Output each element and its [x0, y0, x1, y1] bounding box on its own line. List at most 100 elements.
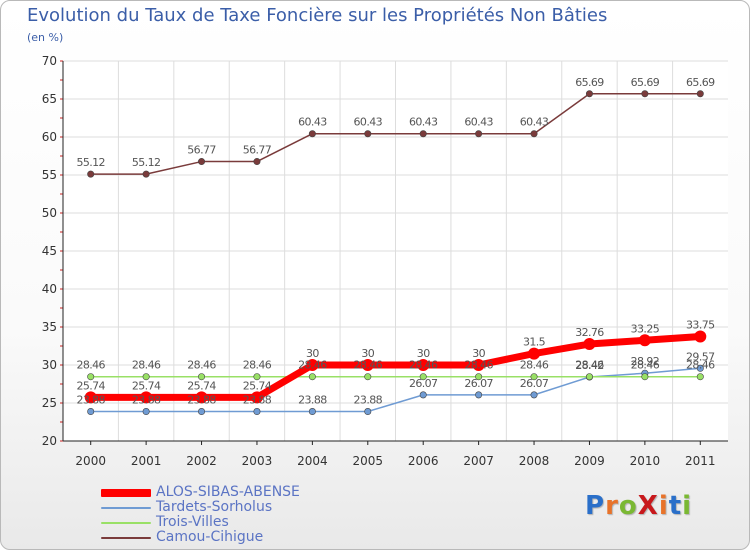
logo-letter: r [605, 491, 619, 521]
proxiti-logo: ProXiti [585, 491, 692, 521]
data-label: 30 [306, 347, 319, 360]
data-point-trois-villes [198, 373, 206, 381]
data-label: 28.46 [520, 359, 549, 372]
data-point-alos-sibas-abense [583, 338, 596, 351]
data-label: 30 [361, 347, 374, 360]
legend-label: ALOS-SIBAS-ABENSE [156, 484, 300, 500]
data-label: 60.43 [409, 116, 438, 129]
data-point-trois-villes [87, 373, 95, 381]
data-label: 25.74 [132, 379, 161, 392]
data-label: 28.46 [686, 359, 715, 372]
legend-swatch [101, 521, 151, 524]
legend-item: ALOS-SIBAS-ABENSE [101, 484, 341, 500]
chart-subtitle: (en %) [27, 31, 64, 44]
data-label: 23.88 [298, 394, 327, 407]
x-tick-label: 2001 [131, 454, 162, 468]
data-point-tardets-sorholus [419, 391, 427, 399]
data-point-tardets-sorholus [530, 391, 538, 399]
y-tick-label: 55 [42, 168, 57, 182]
data-label: 28.46 [464, 359, 493, 372]
data-label: 60.43 [298, 116, 327, 129]
data-label: 28.46 [132, 359, 161, 372]
data-point-tardets-sorholus [87, 408, 95, 416]
logo-letter: i [658, 491, 669, 521]
data-point-trois-villes [308, 373, 316, 381]
data-point-trois-villes [419, 373, 427, 381]
data-label: 30 [472, 347, 485, 360]
legend-label: Camou-Cihigue [156, 529, 264, 545]
y-tick-label: 40 [42, 282, 57, 296]
data-point-camou-cihigue [142, 170, 150, 178]
x-tick-label: 2011 [685, 454, 716, 468]
logo-letter: t [668, 491, 683, 521]
x-tick-label: 2010 [630, 454, 661, 468]
legend-swatch [101, 536, 151, 539]
x-tick-label: 2003 [242, 454, 273, 468]
data-point-camou-cihigue [475, 130, 483, 138]
y-tick-label: 60 [42, 130, 57, 144]
x-tick-label: 2004 [297, 454, 328, 468]
y-tick-label: 35 [42, 320, 57, 334]
y-tick-label: 20 [42, 434, 57, 448]
data-label: 65.69 [575, 76, 604, 89]
data-label: 65.69 [686, 76, 715, 89]
y-tick-label: 50 [42, 206, 57, 220]
data-label: 26.07 [520, 377, 549, 390]
data-label: 28.42 [575, 359, 604, 372]
data-label: 28.46 [298, 359, 327, 372]
x-tick-label: 2007 [463, 454, 494, 468]
y-tick-label: 25 [42, 396, 57, 410]
data-point-trois-villes [142, 373, 150, 381]
data-point-alos-sibas-abense [250, 391, 263, 404]
data-label: 55.12 [132, 156, 161, 169]
data-point-camou-cihigue [585, 90, 593, 98]
data-point-trois-villes [696, 373, 704, 381]
data-label: 23.88 [354, 394, 383, 407]
data-label: 28.46 [354, 359, 383, 372]
data-point-camou-cihigue [308, 130, 316, 138]
data-point-alos-sibas-abense [417, 359, 430, 371]
data-point-trois-villes [475, 373, 483, 381]
data-point-alos-sibas-abense [140, 391, 153, 404]
data-point-trois-villes [585, 373, 593, 381]
data-label: 33.25 [631, 322, 660, 335]
data-label: 25.74 [187, 379, 216, 392]
y-tick-label: 30 [42, 358, 57, 372]
logo-letter: i [682, 491, 693, 521]
data-label: 31.5 [523, 336, 546, 349]
data-label: 33.75 [686, 319, 715, 332]
x-tick-label: 2005 [353, 454, 384, 468]
chart-title: Evolution du Taux de Taxe Foncière sur l… [27, 5, 608, 26]
x-tick-label: 2009 [574, 454, 605, 468]
y-tick-label: 65 [42, 92, 57, 106]
data-label: 23.88 [132, 394, 161, 407]
data-label: 23.88 [76, 394, 105, 407]
data-point-trois-villes [364, 373, 372, 381]
data-point-tardets-sorholus [696, 364, 704, 372]
y-tick-label: 70 [42, 54, 57, 68]
data-label: 56.77 [187, 144, 216, 157]
data-point-trois-villes [253, 373, 261, 381]
data-point-camou-cihigue [530, 130, 538, 138]
data-point-tardets-sorholus [142, 408, 150, 416]
data-point-alos-sibas-abense [306, 359, 319, 371]
data-point-tardets-sorholus [198, 408, 206, 416]
data-label: 23.88 [187, 394, 216, 407]
legend-label: Tardets-Sorholus [156, 499, 273, 515]
data-label: 23.88 [243, 394, 272, 407]
logo-letter: o [618, 491, 638, 521]
data-point-tardets-sorholus [364, 408, 372, 416]
data-point-alos-sibas-abense [195, 391, 208, 404]
data-point-alos-sibas-abense [638, 334, 651, 347]
legend-swatch [101, 506, 151, 509]
logo-letter: X [637, 491, 659, 521]
data-point-alos-sibas-abense [361, 359, 374, 371]
data-point-trois-villes [641, 373, 649, 381]
legend-swatch [101, 488, 151, 497]
x-tick-label: 2000 [75, 454, 106, 468]
legend-item: Trois-Villes [101, 514, 341, 530]
data-point-camou-cihigue [419, 130, 427, 138]
data-label: 28.46 [243, 359, 272, 372]
